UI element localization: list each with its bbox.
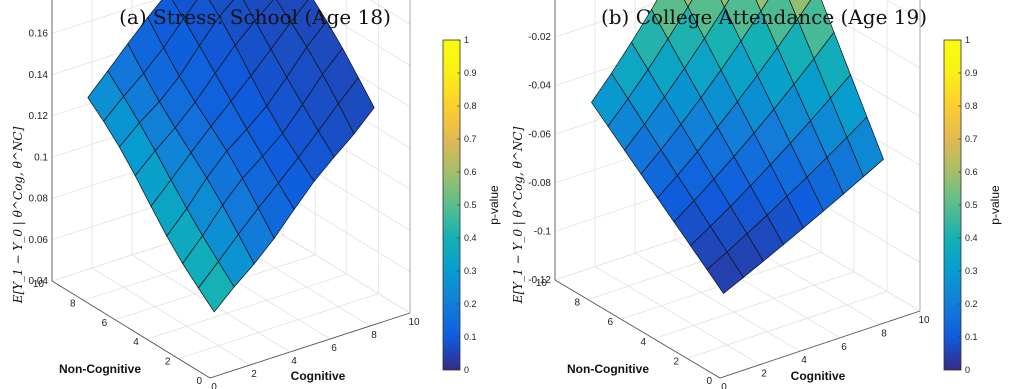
y-tick-label: 0 xyxy=(706,376,712,387)
y-tick-label: 8 xyxy=(574,298,580,309)
y-tick-label: 10 xyxy=(33,279,45,290)
z-tick-label: -0.08 xyxy=(528,178,551,189)
colorbar-tick-label: 0.8 xyxy=(965,101,978,111)
colorbar-tick-label: 0 xyxy=(464,365,469,375)
x-tick-label: 4 xyxy=(801,355,807,366)
colorbar-tick-label: 0.2 xyxy=(464,299,477,309)
colorbar-tick-label: 0.6 xyxy=(965,167,978,177)
z-tick-label: -0.12 xyxy=(528,275,551,286)
x-tick-label: 6 xyxy=(331,343,337,354)
floor-axes xyxy=(554,279,921,379)
colorbar-tick-label: 0.9 xyxy=(965,68,978,78)
y-tick-label: 2 xyxy=(165,357,171,368)
y-tick-label: 10 xyxy=(536,278,548,289)
surface-patch xyxy=(337,77,375,135)
x-axis-label: Cognitive xyxy=(791,369,846,383)
colorbar-tick-label: 0.7 xyxy=(464,134,477,144)
colorbar-tick-label: 0.3 xyxy=(464,266,477,276)
surface-patch xyxy=(789,0,812,21)
colorbar-tick-label: 0.5 xyxy=(464,200,477,210)
x-tick-label: 4 xyxy=(291,356,297,367)
y-axis-label: Non-Cognitive xyxy=(567,362,649,376)
z-gridline xyxy=(51,0,411,66)
colorbar-label: p-value xyxy=(487,185,501,225)
colorbar-tick-label: 0.3 xyxy=(965,266,978,276)
colorbar-tick-label: 0.4 xyxy=(464,233,477,243)
panel-b: 02468100246810-0.12-0.1-0.08-0.06-0.04-0… xyxy=(511,0,1002,389)
colorbar-tick-label: 0.4 xyxy=(965,233,978,243)
chart-title: (a) Stress: School (Age 18) xyxy=(119,5,391,29)
x-axis-label: Cognitive xyxy=(291,369,346,383)
colorbar-tick-label: 0.9 xyxy=(464,68,477,78)
colorbar-tick-label: 0 xyxy=(965,365,970,375)
z-axis-label: E[Y_1 − Y_0 | θ^Cog, θ^NC] xyxy=(11,126,25,304)
z-tick-label: 0.12 xyxy=(29,111,49,122)
surface xyxy=(87,0,375,313)
z-tick-label: 0.04 xyxy=(29,276,49,287)
colorbar-tick-label: 0.5 xyxy=(965,200,978,210)
z-axis-label: E[Y_1 − Y_0 | θ^Cog, θ^NC] xyxy=(511,126,525,304)
colorbar-tick-label: 0.7 xyxy=(965,134,978,144)
y-tick-label: 6 xyxy=(102,318,108,329)
chart-title: (b) College Attendance (Age 19) xyxy=(601,5,927,29)
z-tick-label: -0.02 xyxy=(528,32,551,43)
floor-axes xyxy=(51,280,411,379)
surface-patch xyxy=(755,0,769,12)
x-tick-label: 8 xyxy=(371,330,377,341)
x-tick-label: 2 xyxy=(251,369,257,380)
z-tick-label: -0.06 xyxy=(528,129,551,140)
x-tick-label: 2 xyxy=(761,369,767,380)
y-tick-label: 2 xyxy=(673,356,679,367)
panel-a: 024681002468100.040.060.080.10.120.140.1… xyxy=(11,0,501,389)
z-gridline xyxy=(554,0,921,69)
surface xyxy=(591,0,884,295)
y-axis-label: Non-Cognitive xyxy=(59,362,141,376)
y-tick-label: 4 xyxy=(640,337,646,348)
x-tick-label: 6 xyxy=(841,342,847,353)
x-tick-label: 8 xyxy=(881,328,887,339)
colorbar-tick-label: 0.8 xyxy=(464,101,477,111)
colorbar-tick-label: 0.2 xyxy=(965,299,978,309)
surface-patch xyxy=(720,0,730,8)
x-tick-label: 0 xyxy=(211,382,217,389)
z-tick-label: 0.16 xyxy=(29,29,49,40)
x-tick-label: 0 xyxy=(721,382,727,389)
z-tick-label: 0.14 xyxy=(29,70,49,81)
z-tick-label: 0.1 xyxy=(34,152,48,163)
z-tick-label: 0.08 xyxy=(29,194,49,205)
colorbar-tick-label: 0.1 xyxy=(464,332,477,342)
z-tick-label: 0.06 xyxy=(29,235,49,246)
y-tick-label: 8 xyxy=(70,298,76,309)
y-tick-label: 0 xyxy=(196,376,202,387)
z-tick-label: -0.04 xyxy=(528,81,551,92)
surface-patch xyxy=(846,116,884,178)
y-tick-label: 6 xyxy=(607,317,613,328)
colorbar-label: p-value xyxy=(988,185,1002,225)
colorbar-tick-label: 0.6 xyxy=(464,167,477,177)
colorbar-tick-label: 1 xyxy=(965,35,970,45)
x-tick-label: 10 xyxy=(408,317,420,328)
y-tick-label: 4 xyxy=(133,337,139,348)
z-tick-label: -0.1 xyxy=(534,226,552,237)
surface-patch xyxy=(684,0,693,8)
colorbar-tick-label: 0.1 xyxy=(965,332,978,342)
x-tick-label: 10 xyxy=(918,315,930,326)
colorbar-tick-label: 1 xyxy=(464,35,469,45)
